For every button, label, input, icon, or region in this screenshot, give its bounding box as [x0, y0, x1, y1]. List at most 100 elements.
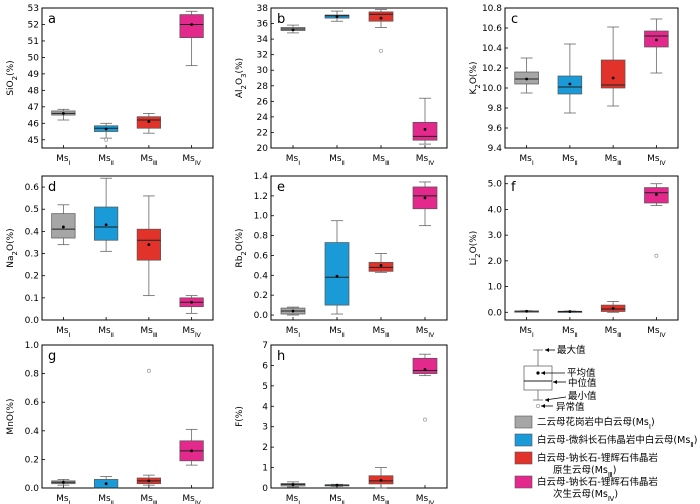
legend-label: 白云母-钠长石-锂辉石伟晶岩: [537, 476, 658, 488]
panel-f: f 0.0 1.0 2.0 3.0 4.0 5.0 Li2O(%) MsⅠ MsⅡ MsⅢ MsⅣ: [469, 175, 679, 339]
legend-swatch: [514, 433, 533, 447]
y-axis-label: F(%): [235, 406, 245, 427]
panel-b: b 20 22 24 26 28 30 32 34 36 38 Al2O3(%) MsⅠ MsⅡ MsⅢ Ms…: [235, 4, 448, 167]
legend-swatch: [514, 415, 533, 429]
y-tick-label: 48: [28, 86, 40, 96]
key-arrowhead-max: [545, 348, 549, 352]
y-tick-label: 0.4: [254, 271, 269, 281]
y-tick-label: 0.0: [488, 308, 503, 318]
outlier-point: [146, 368, 151, 373]
key-label-median: 中位值: [568, 377, 597, 389]
mean-point: [61, 225, 65, 229]
y-tick-label: 32: [257, 51, 268, 61]
x-tick-label: MsⅣ: [416, 326, 434, 339]
box: [600, 59, 626, 89]
y-tick-label: 26: [257, 97, 269, 107]
y-tick-label: 45: [28, 136, 39, 146]
mean-point: [335, 274, 339, 278]
x-tick-label: MsⅠ: [519, 326, 533, 339]
y-tick-label: 0.3: [25, 250, 39, 260]
plot-frame: [41, 7, 214, 149]
x-tick-label: MsⅡ: [562, 326, 578, 339]
y-tick-label: 53: [28, 4, 39, 14]
y-tick-label: 50: [28, 53, 40, 63]
y-tick-label: 0.4: [25, 227, 40, 237]
legend-label: 白云母-钠长石-锂辉石伟晶岩: [537, 452, 658, 464]
x-tick-label: MsⅠ: [56, 154, 70, 167]
legend-label-line2: 次生云母(MsⅣ): [553, 488, 618, 503]
x-tick-label: MsⅢ: [140, 494, 157, 504]
x-tick-label: MsⅠ: [286, 494, 300, 504]
mean-point: [190, 23, 194, 26]
y-tick-label: 5.0: [488, 180, 503, 190]
x-tick-label: MsⅡ: [98, 494, 114, 504]
panel-g: g 0.0 0.2 0.4 0.6 0.8 1.0 MnO(%) MsⅠ MsⅡ MsⅢ MsⅣ: [6, 341, 214, 504]
x-tick-label: MsⅢ: [373, 154, 390, 167]
mean-point: [335, 483, 339, 487]
mean-point: [104, 127, 108, 131]
legend-swatch: [514, 475, 533, 489]
x-tick-label: MsⅡ: [329, 154, 345, 167]
y-tick-label: 22: [257, 128, 268, 138]
x-tick-label: MsⅢ: [140, 154, 157, 167]
x-tick-label: MsⅢ: [605, 326, 622, 339]
y-tick-label: 7: [262, 341, 268, 351]
y-tick-label: 1.0: [25, 341, 40, 351]
mean-point: [568, 82, 572, 86]
outlier-point: [423, 417, 427, 422]
key-label-min: 最小值: [568, 390, 597, 402]
key-box-rect: [523, 365, 553, 391]
key-label-max: 最大值: [557, 344, 586, 356]
legend-item: 白云母-微斜长石伟晶岩中白云母(MsⅡ): [514, 433, 697, 449]
key-outlier: [536, 404, 540, 408]
mean-point: [147, 243, 151, 247]
key-arrowhead-mean: [541, 371, 545, 375]
y-tick-label: 1: [262, 464, 268, 474]
mean-point: [291, 309, 295, 313]
legend: 二云母花岗岩中白云母(MsⅠ) 白云母-微斜长石伟晶岩中白云母(MsⅡ) 白云母-钠…: [514, 415, 697, 503]
panel-e: e 0.0 0.2 0.4 0.6 0.8 1.0 1.2 1.4 Rb2O(%) MsⅠ MsⅡ Ms…: [235, 172, 448, 339]
x-tick-label: MsⅠ: [56, 494, 70, 504]
y-tick-label: 10.8: [482, 4, 502, 14]
mean-point: [190, 300, 194, 304]
panel-a: a 45 46 47 48 49 50 51 52 53 SiO2(%) MsⅠ MsⅡ MsⅢ MsⅣ: [6, 4, 214, 167]
mean-point: [525, 77, 529, 81]
x-tick-label: MsⅣ: [182, 326, 200, 339]
y-tick-label: 46: [28, 119, 40, 129]
x-tick-label: MsⅠ: [286, 154, 300, 167]
plot-frame: [504, 175, 679, 321]
mean-point: [379, 263, 383, 267]
legend-swatch: [514, 451, 533, 465]
outlier-point: [379, 48, 383, 53]
y-tick-label: 0.5: [25, 205, 39, 215]
mean-point: [147, 120, 151, 124]
legend-label: 白云母-微斜长石伟晶岩中白云母(MsⅡ): [537, 434, 697, 449]
mean-point: [291, 483, 295, 486]
mean-point: [568, 310, 572, 313]
y-tick-label: 0.0: [254, 311, 269, 321]
box: [412, 121, 438, 141]
y-axis-label: SiO2(%): [6, 60, 19, 95]
y-tick-label: 1.4: [254, 172, 269, 182]
y-tick-label: 1.2: [254, 192, 268, 202]
y-tick-label: 10.6: [482, 24, 502, 34]
y-tick-label: 49: [28, 70, 40, 80]
y-tick-label: 0.6: [25, 183, 40, 193]
y-tick-label: 0.6: [254, 251, 269, 261]
key-arrowhead-median: [553, 380, 557, 384]
mean-point: [423, 127, 427, 131]
plot-frame: [270, 175, 448, 321]
key-mean-dot: [536, 371, 540, 375]
y-axis-label: K2O(%): [469, 61, 482, 94]
panel-d: d 0.0 0.1 0.2 0.3 0.4 0.5 0.6 Na2O(%) MsⅠ MsⅡ MsⅢ Ms…: [6, 175, 214, 339]
legend-item: 二云母花岗岩中白云母(MsⅠ): [514, 415, 655, 431]
mean-point: [379, 16, 383, 20]
legend-label: 二云母花岗岩中白云母(MsⅠ): [537, 416, 655, 431]
y-tick-label: 3.0: [488, 231, 503, 241]
y-tick-label: 4: [262, 402, 268, 412]
y-tick-label: 9.8: [488, 104, 503, 114]
x-tick-label: MsⅣ: [416, 154, 434, 167]
key-arrowhead-min: [545, 398, 549, 402]
